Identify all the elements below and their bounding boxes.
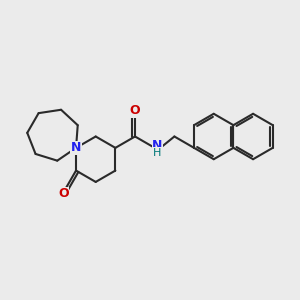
Text: O: O	[130, 104, 140, 117]
Text: N: N	[71, 141, 81, 154]
Text: H: H	[153, 148, 162, 158]
Text: N: N	[152, 139, 163, 152]
Text: O: O	[58, 187, 69, 200]
